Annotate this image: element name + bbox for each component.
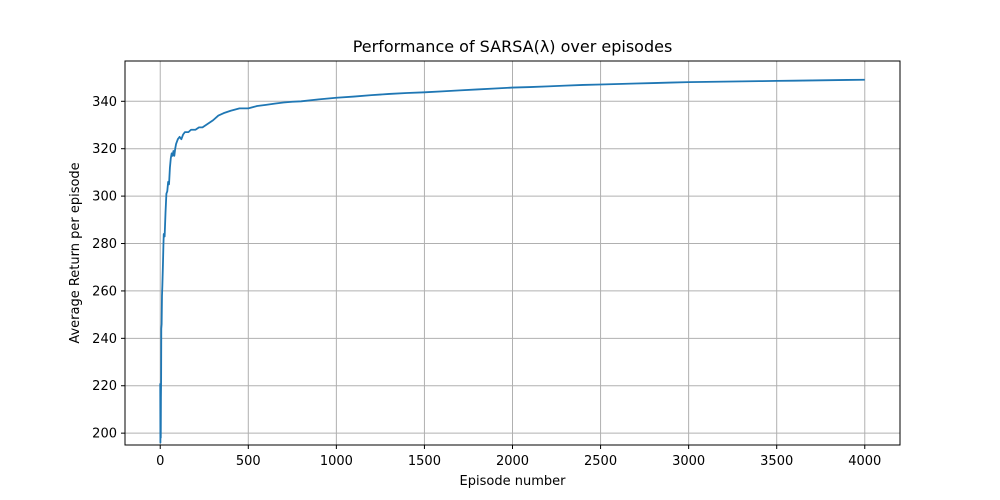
- y-tick-label: 340: [92, 95, 117, 110]
- y-tick-label: 240: [92, 332, 117, 347]
- y-tick-label: 220: [92, 379, 117, 394]
- y-tick-label: 320: [92, 142, 117, 157]
- x-tick-label: 3000: [672, 454, 705, 469]
- chart-title: Performance of SARSA(λ) over episodes: [353, 37, 673, 56]
- y-tick-label: 280: [92, 237, 117, 252]
- y-tick-label: 260: [92, 284, 117, 299]
- x-tick-label: 1500: [408, 454, 441, 469]
- y-axis-label: Average Return per episode: [68, 162, 83, 343]
- x-axis-label: Episode number: [460, 474, 567, 489]
- x-tick-label: 2500: [584, 454, 617, 469]
- x-tick-label: 0: [156, 454, 164, 469]
- x-tick-label: 4000: [848, 454, 881, 469]
- x-tick-label: 3500: [760, 454, 793, 469]
- y-tick-label: 200: [92, 427, 117, 442]
- x-tick-label: 1000: [320, 454, 353, 469]
- x-tick-label: 500: [236, 454, 261, 469]
- y-tick-label: 300: [92, 190, 117, 205]
- x-tick-label: 2000: [496, 454, 529, 469]
